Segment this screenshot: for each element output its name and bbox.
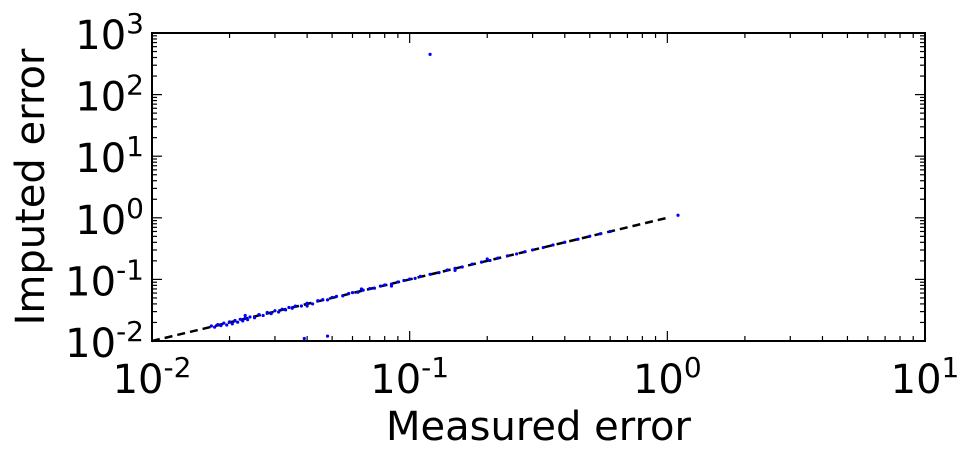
x-tick-label: 10-2 (113, 351, 192, 403)
data-point (428, 52, 432, 56)
data-point (246, 318, 250, 322)
y-tick-label: 103 (75, 7, 144, 59)
data-point (238, 317, 242, 321)
data-point (437, 270, 441, 275)
y-tick-label: 10-1 (65, 253, 144, 305)
data-point (402, 278, 406, 283)
data-point (290, 306, 294, 310)
data-point (287, 305, 291, 310)
y-axis-label: Imputed error (8, 48, 54, 325)
y-tick-label: 100 (75, 192, 144, 244)
data-point (310, 302, 315, 306)
data-point (225, 323, 229, 327)
data-point (372, 286, 377, 290)
data-point (408, 277, 412, 281)
data-point (216, 322, 220, 327)
data-point (305, 304, 309, 308)
data-point (273, 309, 277, 313)
data-point (488, 258, 492, 263)
data-point (219, 323, 223, 328)
data-point (496, 256, 500, 260)
data-point (506, 254, 510, 258)
data-point (227, 320, 232, 324)
data-point (359, 287, 364, 291)
y-tick-label: 10-2 (65, 315, 144, 367)
data-point (209, 324, 213, 328)
data-point (453, 268, 457, 272)
data-point (213, 325, 217, 329)
data-point (445, 268, 449, 272)
data-point (485, 257, 489, 261)
data-point (350, 291, 355, 295)
data-point (460, 265, 464, 269)
data-point (236, 320, 240, 324)
data-point (261, 313, 265, 318)
x-tick-label: 10-1 (370, 351, 449, 403)
data-point (316, 299, 320, 303)
data-point (243, 316, 247, 320)
data-point (293, 304, 297, 308)
tick-marks (151, 32, 926, 342)
data-point (230, 322, 234, 326)
data-point (347, 291, 351, 296)
data-point (277, 310, 281, 314)
data-point (551, 243, 555, 247)
data-point (418, 274, 422, 278)
data-point (389, 284, 394, 288)
data-point (321, 297, 325, 302)
data-point (257, 313, 261, 317)
data-point (299, 304, 303, 308)
x-tick-label: 101 (891, 351, 960, 403)
data-point (531, 248, 535, 252)
data-point (222, 321, 226, 325)
data-point (265, 310, 269, 315)
data-point (428, 272, 432, 276)
data-point (396, 280, 400, 284)
data-point (243, 313, 247, 318)
tick-labels: 10-2 10-1 100 101 10-2 10-1 100 101 102 103 (65, 7, 959, 403)
data-point (284, 308, 288, 312)
data-point (241, 319, 245, 323)
data-point (233, 318, 237, 323)
data-point (368, 286, 372, 291)
data-point (479, 260, 484, 264)
data-point (325, 298, 330, 302)
data-point (334, 294, 339, 298)
y-tick-label: 101 (75, 130, 144, 182)
data-point (378, 284, 383, 288)
data-point (280, 307, 284, 311)
data-point (514, 252, 519, 256)
data-point (269, 312, 273, 316)
data-point (383, 283, 387, 287)
data-point (302, 336, 306, 341)
data-point (563, 240, 567, 244)
data-point (588, 234, 592, 238)
data-points-layer (209, 52, 680, 341)
data-point (341, 294, 345, 298)
data-point (413, 276, 417, 280)
x-axis-label: Measured error (386, 404, 691, 450)
data-point (305, 301, 309, 305)
data-point (608, 229, 612, 234)
x-tick-label: 100 (633, 351, 702, 403)
data-point (325, 334, 330, 338)
y-tick-label: 102 (75, 69, 144, 121)
data-point (576, 237, 580, 241)
data-point (330, 295, 334, 300)
data-point (470, 262, 474, 266)
data-point (356, 290, 360, 294)
data-point (598, 232, 603, 236)
data-point (523, 250, 527, 254)
plot-frame (151, 32, 926, 342)
data-point (252, 316, 257, 320)
data-point (248, 315, 252, 319)
data-point (676, 213, 680, 217)
data-point (541, 245, 545, 250)
